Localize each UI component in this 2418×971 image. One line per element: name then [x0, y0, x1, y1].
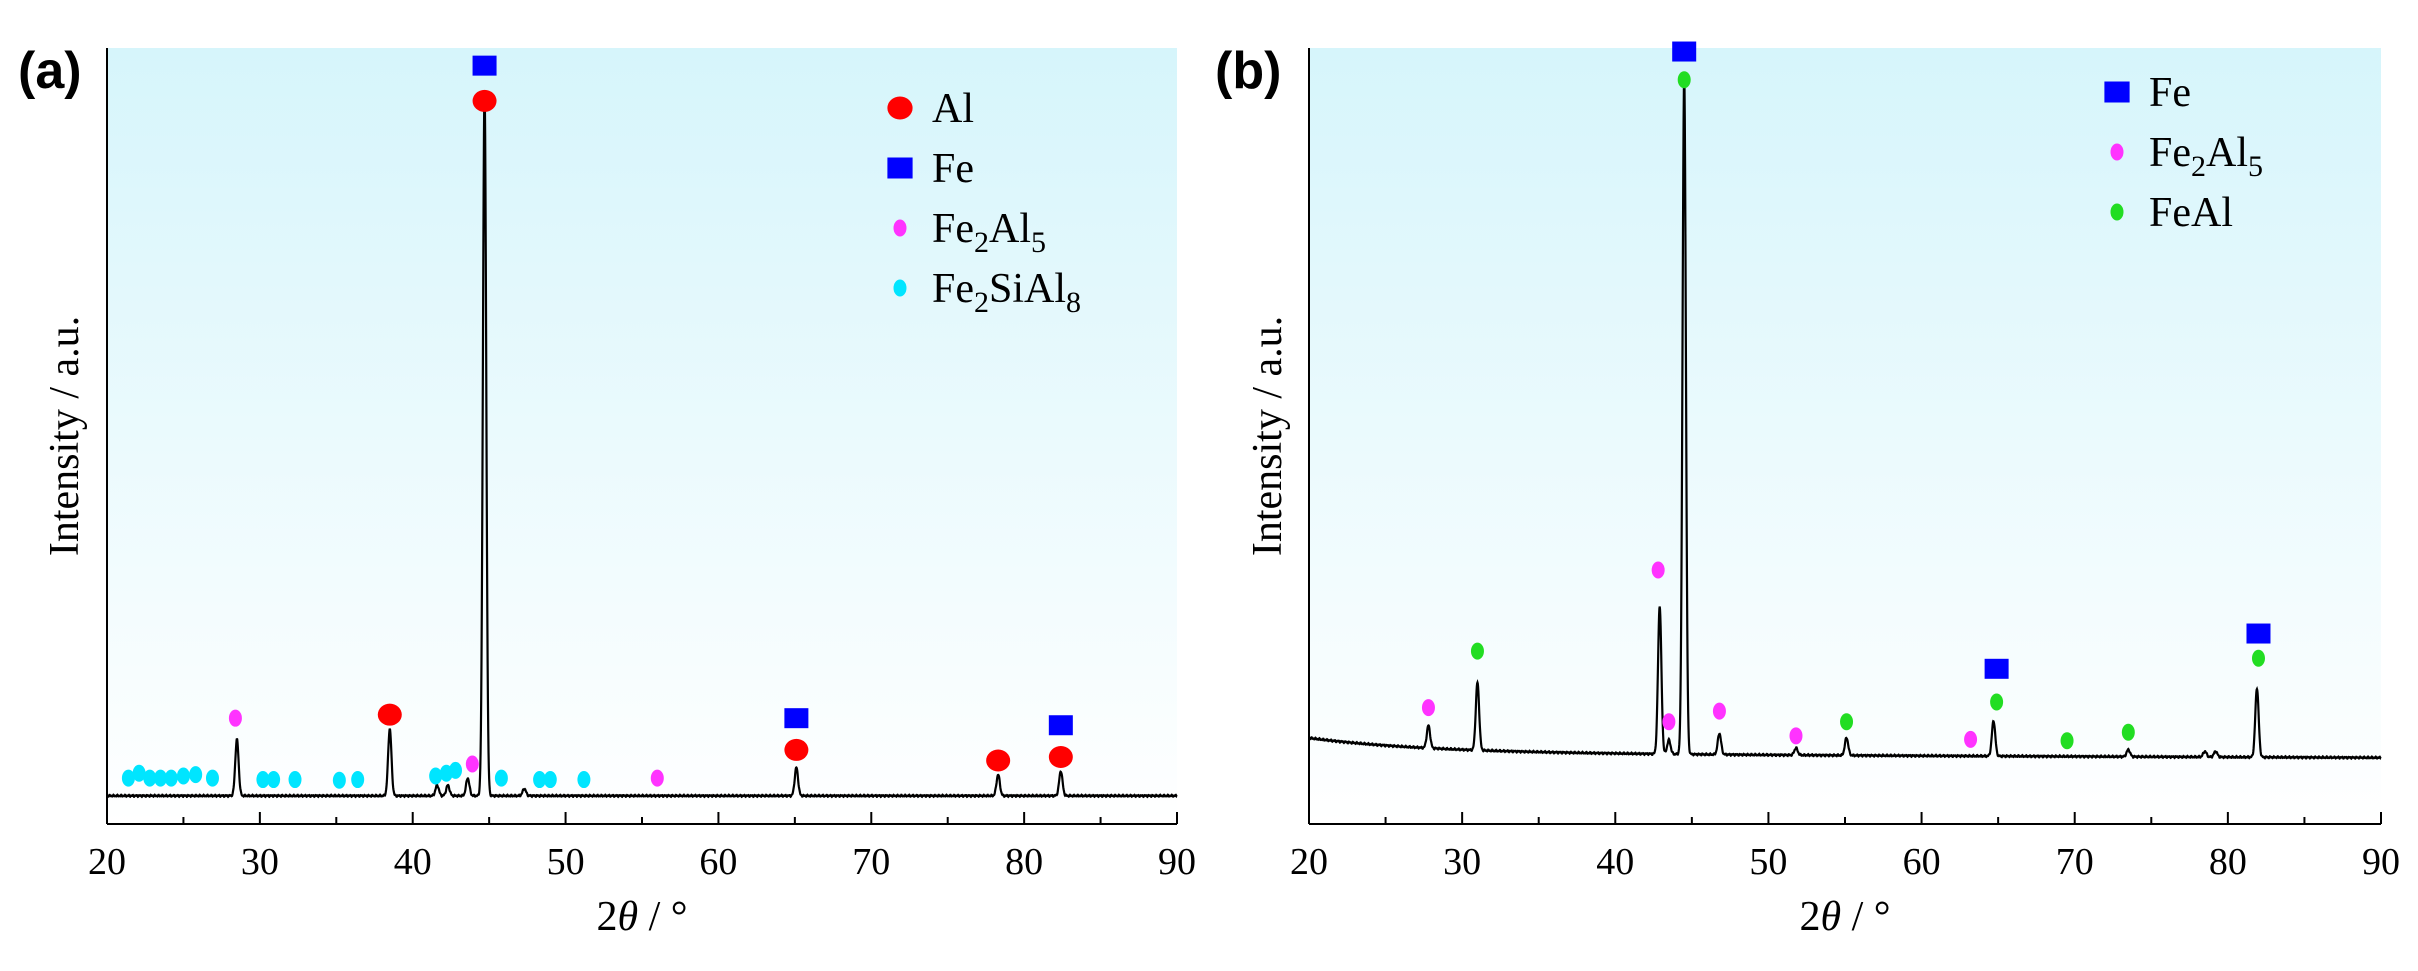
x-tick-label: 40: [394, 841, 432, 883]
x-tick-label: 60: [1903, 841, 1941, 883]
phase-marker-fe2sial8: [121, 769, 135, 787]
phase-marker-fe: [472, 55, 497, 76]
x-tick-label: 90: [2362, 841, 2400, 883]
legend-symbol-feal: [2110, 203, 2124, 221]
phase-marker-feal: [1840, 713, 1854, 731]
phase-marker-al: [784, 738, 809, 761]
x-tick-label: 20: [1290, 841, 1328, 883]
legend-symbol-fe2al5: [893, 219, 907, 237]
x-tick-label: 30: [241, 841, 279, 883]
legend-symbol-al: [887, 96, 913, 120]
phase-marker-fe: [1672, 41, 1697, 62]
phase-marker-feal: [1677, 71, 1691, 89]
phase-marker-fe2al5: [1712, 702, 1726, 720]
phase-marker-fe: [1048, 715, 1073, 736]
phase-marker-fe2sial8: [332, 771, 346, 789]
phase-marker-fe2sial8: [429, 767, 443, 785]
phase-marker-fe2al5: [1789, 727, 1803, 745]
y-axis-label: Intensity / a.u.: [1245, 316, 1291, 556]
x-tick-label: 40: [1596, 841, 1634, 883]
x-tick-label: 50: [547, 841, 585, 883]
legend-label: Fe2SiAl8: [932, 266, 1081, 319]
x-tick-label: 60: [699, 841, 737, 883]
x-tick-label: 70: [2056, 841, 2094, 883]
xrd-chart-a: 20 30 40 50 60 70 80 90 2θ / ° Intensity / a.u. (a…: [18, 42, 1196, 940]
phase-marker-fe2sial8: [351, 771, 365, 789]
panel-label: (a): [18, 42, 82, 100]
phase-marker-fe: [2246, 623, 2271, 644]
xrd-panel-a: 20 30 40 50 60 70 80 90 2θ / ° Intensity / a.u. (a…: [18, 42, 1196, 940]
phase-marker-fe: [1984, 658, 2009, 679]
xrd-panel-b: 20 30 40 50 60 70 80 90 2θ / ° Intensity / a.u. (b…: [1209, 0, 2418, 971]
phase-marker-feal: [2251, 649, 2265, 667]
phase-marker-feal: [2060, 732, 2074, 750]
phase-marker-fe2al5: [228, 709, 242, 727]
plot-area: [1309, 48, 2381, 824]
x-tick-label: 30: [1443, 841, 1481, 883]
legend-label: Fe2Al5: [932, 206, 1046, 259]
phase-marker-fe2sial8: [205, 769, 219, 787]
x-tick-label: 80: [2209, 841, 2247, 883]
phase-marker-fe2al5: [1421, 699, 1435, 717]
phase-marker-fe2al5: [1651, 561, 1665, 579]
phase-marker-fe2sial8: [494, 769, 508, 787]
phase-marker-fe2sial8: [256, 771, 270, 789]
phase-marker-fe2sial8: [132, 764, 146, 782]
y-axis-label: Intensity / a.u.: [42, 316, 88, 556]
legend-symbol-fe2sial8: [893, 279, 907, 297]
phase-marker-al: [1048, 745, 1073, 768]
phase-marker-feal: [1470, 642, 1484, 660]
plot-area: [107, 48, 1177, 824]
phase-marker-fe2sial8: [189, 766, 203, 784]
legend-symbol-fe: [887, 157, 913, 179]
panel-label: (b): [1215, 42, 1281, 100]
xrd-chart-b: 20 30 40 50 60 70 80 90 2θ / ° Intensity / a.u. (b…: [1215, 41, 2400, 940]
phase-marker-fe2sial8: [154, 769, 167, 787]
legend-symbol-fe2al5: [2110, 143, 2124, 161]
x-axis-label: 2θ / °: [596, 894, 687, 940]
x-tick-label: 90: [1158, 841, 1196, 883]
phase-marker-fe2al5: [1964, 730, 1978, 748]
phase-marker-al: [377, 703, 402, 726]
x-axis-label: 2θ / °: [1799, 894, 1890, 940]
x-tick-label: 80: [1005, 841, 1043, 883]
legend-label: Fe2Al5: [2149, 130, 2263, 183]
x-tick-label: 50: [1749, 841, 1787, 883]
phase-marker-feal: [2121, 723, 2135, 741]
phase-marker-fe2sial8: [543, 771, 557, 789]
phase-marker-fe2al5: [1662, 713, 1676, 731]
phase-marker-fe2sial8: [449, 761, 463, 779]
xrd-spectrum-line: [106, 90, 1178, 799]
phase-marker-al: [472, 89, 497, 112]
phase-marker-fe2al5: [465, 755, 479, 773]
legend-label: Fe: [2149, 70, 2191, 116]
legend-symbol-fe: [2104, 81, 2130, 103]
legend-label: Al: [932, 86, 974, 132]
phase-marker-fe2sial8: [288, 771, 302, 789]
phase-marker-fe2sial8: [176, 767, 190, 785]
phase-marker-fe: [784, 708, 809, 729]
phase-marker-fe2sial8: [164, 769, 178, 787]
phase-marker-fe2al5: [650, 769, 664, 787]
phase-marker-al: [986, 749, 1011, 772]
x-tick-label: 70: [852, 841, 890, 883]
phase-marker-fe2sial8: [577, 771, 591, 789]
legend-label: FeAl: [2149, 190, 2233, 236]
phase-marker-fe2sial8: [143, 769, 157, 787]
x-tick-label: 20: [88, 841, 126, 883]
phase-marker-fe2sial8: [267, 771, 281, 789]
xrd-spectrum-line: [1308, 76, 2382, 761]
phase-marker-fe2sial8: [533, 771, 547, 789]
legend-label: Fe: [932, 146, 974, 192]
phase-marker-feal: [1990, 693, 2004, 711]
